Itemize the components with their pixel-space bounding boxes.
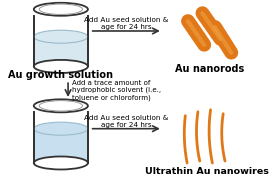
Text: Add Au seed solution &
age for 24 hrs: Add Au seed solution & age for 24 hrs [84, 115, 168, 128]
Ellipse shape [39, 4, 83, 15]
Ellipse shape [34, 156, 88, 170]
Bar [34, 37, 88, 66]
Bar [34, 106, 88, 129]
Ellipse shape [34, 3, 88, 16]
Text: Au growth solution: Au growth solution [8, 70, 113, 80]
Bar [34, 129, 88, 163]
Ellipse shape [34, 99, 88, 112]
Ellipse shape [39, 101, 83, 111]
Ellipse shape [34, 60, 88, 73]
Text: Add Au seed solution &
age for 24 hrs: Add Au seed solution & age for 24 hrs [84, 17, 168, 30]
Ellipse shape [34, 30, 88, 43]
Text: Add a trace amount of
hydrophobic solvent (i.e.,
toluene or chloroform): Add a trace amount of hydrophobic solven… [72, 80, 161, 101]
Ellipse shape [34, 122, 88, 135]
Bar [34, 9, 88, 37]
Text: Ultrathin Au nanowires: Ultrathin Au nanowires [145, 167, 269, 176]
Text: Au nanorods: Au nanorods [175, 64, 244, 74]
